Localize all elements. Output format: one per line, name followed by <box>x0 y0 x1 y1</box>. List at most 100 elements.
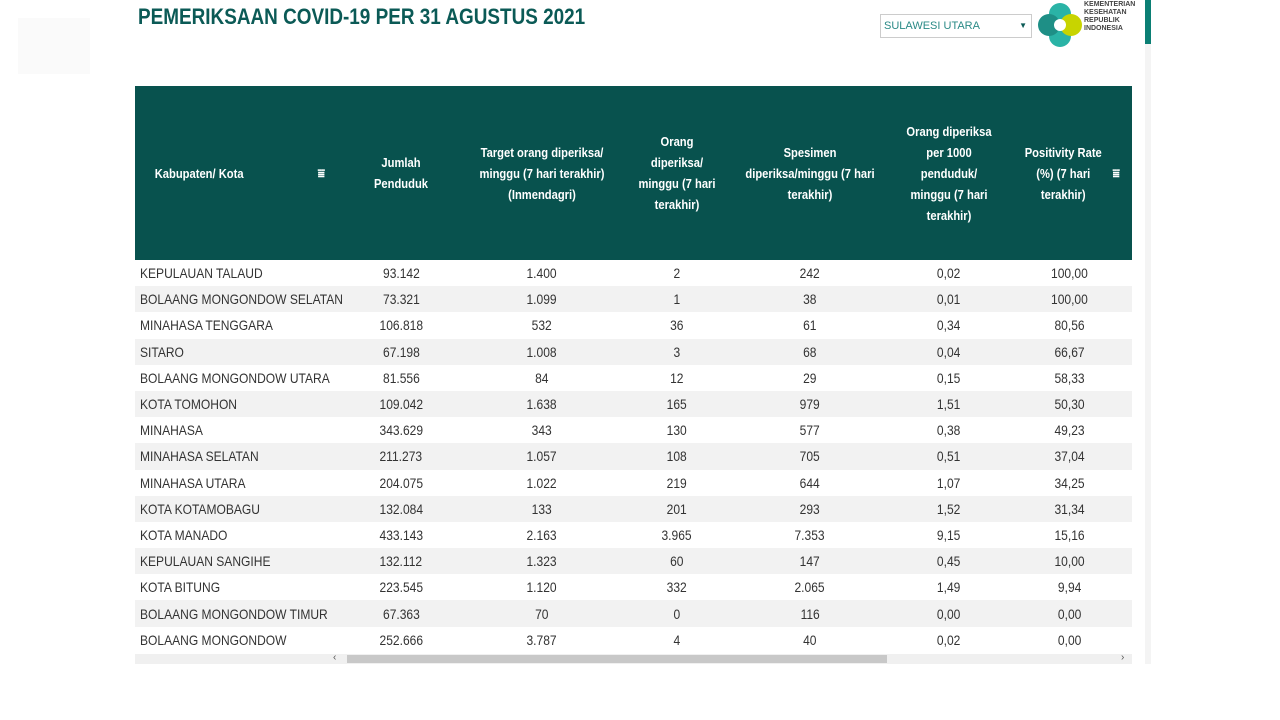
cell-text: 36 <box>670 317 684 334</box>
value-cell: 9,94 <box>1007 574 1132 600</box>
cell-text: 0,04 <box>937 343 961 360</box>
scroll-right-icon[interactable]: › <box>1121 652 1125 663</box>
value-cell: 15,16 <box>1007 522 1132 548</box>
column-header-kabupaten[interactable]: Kabupaten/ Kota ⩸ <box>150 86 329 260</box>
table-row[interactable]: MINAHASA TENGGARA 106.818 532 36 61 0,34 80,56 <box>135 312 1132 338</box>
column-header-per-1000[interactable]: Orang diperiksa per 1000 penduduk/ mingg… <box>906 123 992 223</box>
table-row[interactable]: MINAHASA UTARA 204.075 1.022 219 644 1,07 34,2… <box>135 470 1132 496</box>
column-header-label: Positivity Rate (%) (7 hari terakhir) <box>1024 144 1102 202</box>
cell-text: 67.363 <box>382 605 420 622</box>
cell-text: 0,15 <box>937 369 961 386</box>
scrollbar-thumb[interactable] <box>347 655 887 663</box>
table-row[interactable]: KOTA TOMOHON 109.042 1.638 165 979 1,51 50,30 <box>135 390 1132 418</box>
cell-text: 9,15 <box>937 526 961 543</box>
table-row[interactable]: KEPULAUAN SANGIHE 132.112 1.323 60 147 0,45 10… <box>135 548 1132 575</box>
value-cell: 31,34 <box>1007 496 1132 522</box>
value-cell: 100,00 <box>1007 260 1132 286</box>
cell-text: 979 <box>799 396 821 413</box>
cell-text: 0,00 <box>1057 605 1082 622</box>
value-cell: 201 <box>625 496 729 522</box>
cell-text: 2.065 <box>794 579 826 596</box>
sort-icon[interactable]: ⩸ <box>317 164 325 181</box>
cell-text: 1.022 <box>526 474 558 491</box>
table-row[interactable]: BOLAANG MONGONDOW 252.666 3.787 4 40 0,02 0,00 <box>135 627 1132 653</box>
value-cell: 50,30 <box>1007 391 1132 417</box>
cell-text: 40 <box>803 631 817 648</box>
cell-text: 68 <box>803 343 817 360</box>
page-title: PEMERIKSAAN COVID-19 PER 31 AGUSTUS 2021 <box>138 4 586 29</box>
table-row[interactable]: MINAHASA 343.629 343 130 577 0,38 49,23 <box>135 417 1132 443</box>
value-cell: 37,04 <box>1007 443 1132 469</box>
table-row[interactable]: KOTA KOTAMOBAGU 132.084 133 201 293 1,52 31,34 <box>135 495 1132 522</box>
cell-text: 3.965 <box>661 526 693 543</box>
cell-text: 2.163 <box>526 526 558 543</box>
column-header-jumlah-penduduk[interactable]: Jumlah Penduduk <box>373 155 429 191</box>
cell-text: 37,04 <box>1054 448 1085 465</box>
cell-text: 29 <box>803 369 817 386</box>
cell-text: 252.666 <box>379 631 423 648</box>
cell-text: 50,30 <box>1054 396 1085 413</box>
value-cell: 165 <box>625 391 729 417</box>
cell-text: 61 <box>803 317 817 334</box>
cell-text: 1.008 <box>526 343 558 360</box>
table-row[interactable]: KOTA MANADO 433.143 2.163 3.965 7.353 9,15 15,… <box>135 522 1132 548</box>
cell-text: 116 <box>800 605 820 622</box>
cell-text: 1,51 <box>937 396 961 413</box>
region-name-cell: KOTA MANADO <box>135 522 343 548</box>
cell-text: 0,01 <box>937 291 961 308</box>
column-header-positivity-rate[interactable]: Positivity Rate (%) (7 hari terakhir) ⩸ <box>1016 86 1124 260</box>
value-cell: 34,25 <box>1007 470 1132 496</box>
value-cell: 3.965 <box>625 522 729 548</box>
value-cell: 93.142 <box>343 260 459 286</box>
cell-text: 93.142 <box>382 265 420 282</box>
cell-text: 67.198 <box>382 343 420 360</box>
value-cell: 49,23 <box>1007 417 1132 443</box>
cell-text: 15,16 <box>1054 526 1085 543</box>
cell-text: 0,51 <box>937 448 961 465</box>
region-name-cell: KEPULAUAN TALAUD <box>135 260 343 286</box>
region-name-cell: BOLAANG MONGONDOW UTARA <box>135 365 343 391</box>
scroll-left-icon[interactable]: ‹ <box>333 652 337 663</box>
table-row[interactable]: KEPULAUAN TALAUD 93.142 1.400 2 242 0,02 100,0… <box>135 260 1132 286</box>
column-header-target[interactable]: Target orang diperiksa/ minggu (7 hari t… <box>479 144 605 202</box>
chevron-down-icon: ▼ <box>1019 21 1027 30</box>
value-cell: 433.143 <box>343 522 459 548</box>
table-row[interactable]: MINAHASA SELATAN 211.273 1.057 108 705 0,51 37… <box>135 443 1132 470</box>
cell-text: KOTA KOTAMOBAGU <box>140 500 260 517</box>
cell-text: 1.323 <box>526 553 558 570</box>
cell-text: 38 <box>803 291 817 308</box>
horizontal-scrollbar[interactable]: ‹ › <box>135 652 1132 664</box>
value-cell: 7.353 <box>729 522 891 548</box>
value-cell: 1,52 <box>891 496 1007 522</box>
value-cell: 0,00 <box>891 600 1007 626</box>
cell-text: 705 <box>799 448 821 465</box>
column-header-spesimen[interactable]: Spesimen diperiksa/minggu (7 hari terakh… <box>745 144 875 202</box>
table-row[interactable]: BOLAANG MONGONDOW TIMUR 67.363 70 0 116 0,00 0… <box>135 600 1132 627</box>
table-row[interactable]: SITARO 67.198 1.008 3 68 0,04 66,67 <box>135 338 1132 365</box>
value-cell: 1 <box>625 286 729 312</box>
cell-text: 2 <box>673 265 681 282</box>
value-cell: 532 <box>459 312 625 338</box>
side-panel <box>1145 44 1151 664</box>
value-cell: 66,67 <box>1007 339 1132 365</box>
cell-text: BOLAANG MONGONDOW UTARA <box>140 369 330 386</box>
region-select[interactable]: SULAWESI UTARA ▼ <box>880 14 1032 38</box>
table-row[interactable]: BOLAANG MONGONDOW SELATAN 73.321 1.099 1 38 0… <box>135 286 1132 313</box>
value-cell: 4 <box>625 627 729 653</box>
sort-icon[interactable]: ⩸ <box>1112 164 1120 181</box>
cell-text: KEPULAUAN TALAUD <box>140 265 263 282</box>
value-cell: 0,01 <box>891 286 1007 312</box>
ministry-logo-text: KEMENTERIAN KESEHATAN REPUBLIK INDONESIA <box>1084 1 1135 33</box>
value-cell: 40 <box>729 627 891 653</box>
cell-text: 58,33 <box>1054 369 1085 386</box>
value-cell: 130 <box>625 417 729 443</box>
value-cell: 1,49 <box>891 574 1007 600</box>
table-row[interactable]: BOLAANG MONGONDOW UTARA 81.556 84 12 29 0,15 5… <box>135 365 1132 391</box>
cell-text: 100,00 <box>1051 291 1088 308</box>
cell-text: 1.057 <box>526 448 558 465</box>
cell-text: 81.556 <box>382 369 420 386</box>
column-header-orang-diperiksa[interactable]: Orang diperiksa/ minggu (7 hari terakhir… <box>638 134 716 212</box>
cell-text: 132.084 <box>379 500 423 517</box>
table-row[interactable]: KOTA BITUNG 223.545 1.120 332 2.065 1,49 9,94 <box>135 574 1132 600</box>
cell-text: 109.042 <box>379 396 423 413</box>
